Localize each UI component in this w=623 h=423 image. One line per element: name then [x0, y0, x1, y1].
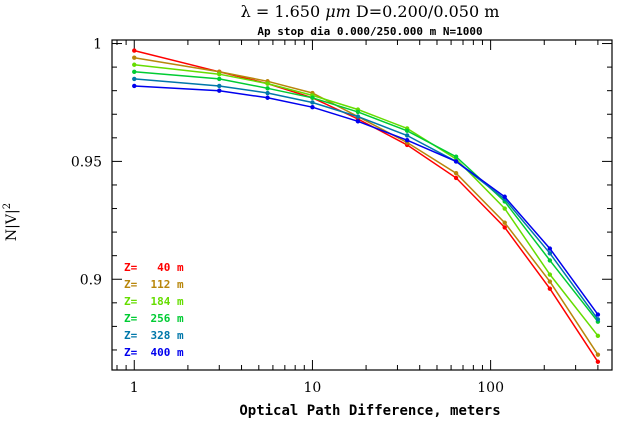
data-point — [132, 48, 137, 53]
series-line — [134, 49, 599, 363]
data-point — [502, 194, 507, 199]
data-point — [453, 159, 459, 164]
data-point — [217, 83, 222, 89]
data-point — [595, 317, 601, 322]
axis-ticks: 1 10 100 0.9 0.95 1 — [71, 37, 612, 396]
series-line — [134, 78, 599, 320]
legend-entry: Z= 112 m — [124, 278, 184, 291]
legend-entry: Z= 256 m — [124, 312, 184, 325]
y-axis-label-text: N|V| — [4, 209, 20, 241]
data-point — [547, 286, 553, 291]
data-point — [595, 312, 601, 317]
chart-title-unit: μm — [325, 2, 351, 21]
data-point — [547, 279, 553, 284]
data-point — [217, 76, 222, 82]
data-point — [132, 76, 137, 82]
y-axis-label: N|V|2 — [2, 203, 20, 241]
data-point — [502, 220, 507, 225]
data-point — [502, 206, 507, 211]
series-line — [134, 71, 599, 323]
data-point — [310, 100, 315, 105]
x-tick-label: 10 — [304, 380, 322, 396]
data-point — [310, 104, 315, 110]
data-point — [132, 69, 137, 75]
data-point — [355, 109, 361, 115]
data-point — [265, 81, 270, 86]
data-point — [595, 333, 601, 339]
y-tick-label: 1 — [93, 37, 102, 53]
y-tick-label: 0.95 — [71, 154, 102, 170]
data-point — [547, 251, 553, 256]
data-point — [132, 55, 137, 60]
data-point — [404, 133, 410, 138]
data-point — [404, 128, 410, 133]
data-point — [217, 71, 222, 77]
data-point — [355, 119, 361, 124]
chart-subtitle: Ap stop dia 0.000/250.000 m N=1000 — [257, 25, 482, 38]
data-point — [132, 83, 137, 89]
series-line — [134, 85, 599, 316]
data-point — [453, 154, 459, 159]
legend-entry: Z= 400 m — [124, 346, 184, 359]
data-point — [595, 359, 601, 364]
legend-entry: Z= 328 m — [124, 329, 184, 342]
x-tick-label: 100 — [477, 380, 504, 396]
series-line — [134, 56, 599, 356]
data-point — [404, 137, 410, 143]
data-point — [310, 95, 315, 100]
data-point — [132, 62, 137, 67]
data-point — [265, 86, 270, 91]
chart-title-part: D=0.200/0.050 m — [351, 2, 500, 21]
series-line — [134, 64, 599, 337]
data-point — [502, 225, 507, 230]
legend-entry: Z= 40 m — [124, 261, 184, 274]
data-point — [355, 114, 361, 119]
data-point — [547, 246, 553, 251]
data-point — [453, 170, 459, 176]
plot-frame — [111, 39, 613, 371]
series-group — [132, 48, 601, 364]
y-tick-label: 0.9 — [80, 272, 102, 288]
chart-title: λ = 1.650 μm D=0.200/0.050 m — [241, 2, 500, 21]
data-point — [265, 95, 270, 100]
data-point — [265, 90, 270, 96]
x-tick-label: 1 — [130, 380, 139, 396]
data-point — [595, 352, 601, 357]
legend: Z= 40 m Z= 112 m Z= 184 m Z= 256 m Z= 328 m Z… — [124, 261, 184, 359]
y-axis-label-sup: 2 — [2, 203, 13, 209]
data-point — [547, 272, 553, 277]
data-point — [217, 88, 222, 93]
x-axis-label: Optical Path Difference, meters — [239, 403, 500, 419]
chart-title-part: λ = 1.650 — [241, 2, 326, 21]
data-point — [547, 258, 553, 263]
legend-entry: Z= 184 m — [124, 295, 184, 308]
data-point — [453, 175, 459, 181]
